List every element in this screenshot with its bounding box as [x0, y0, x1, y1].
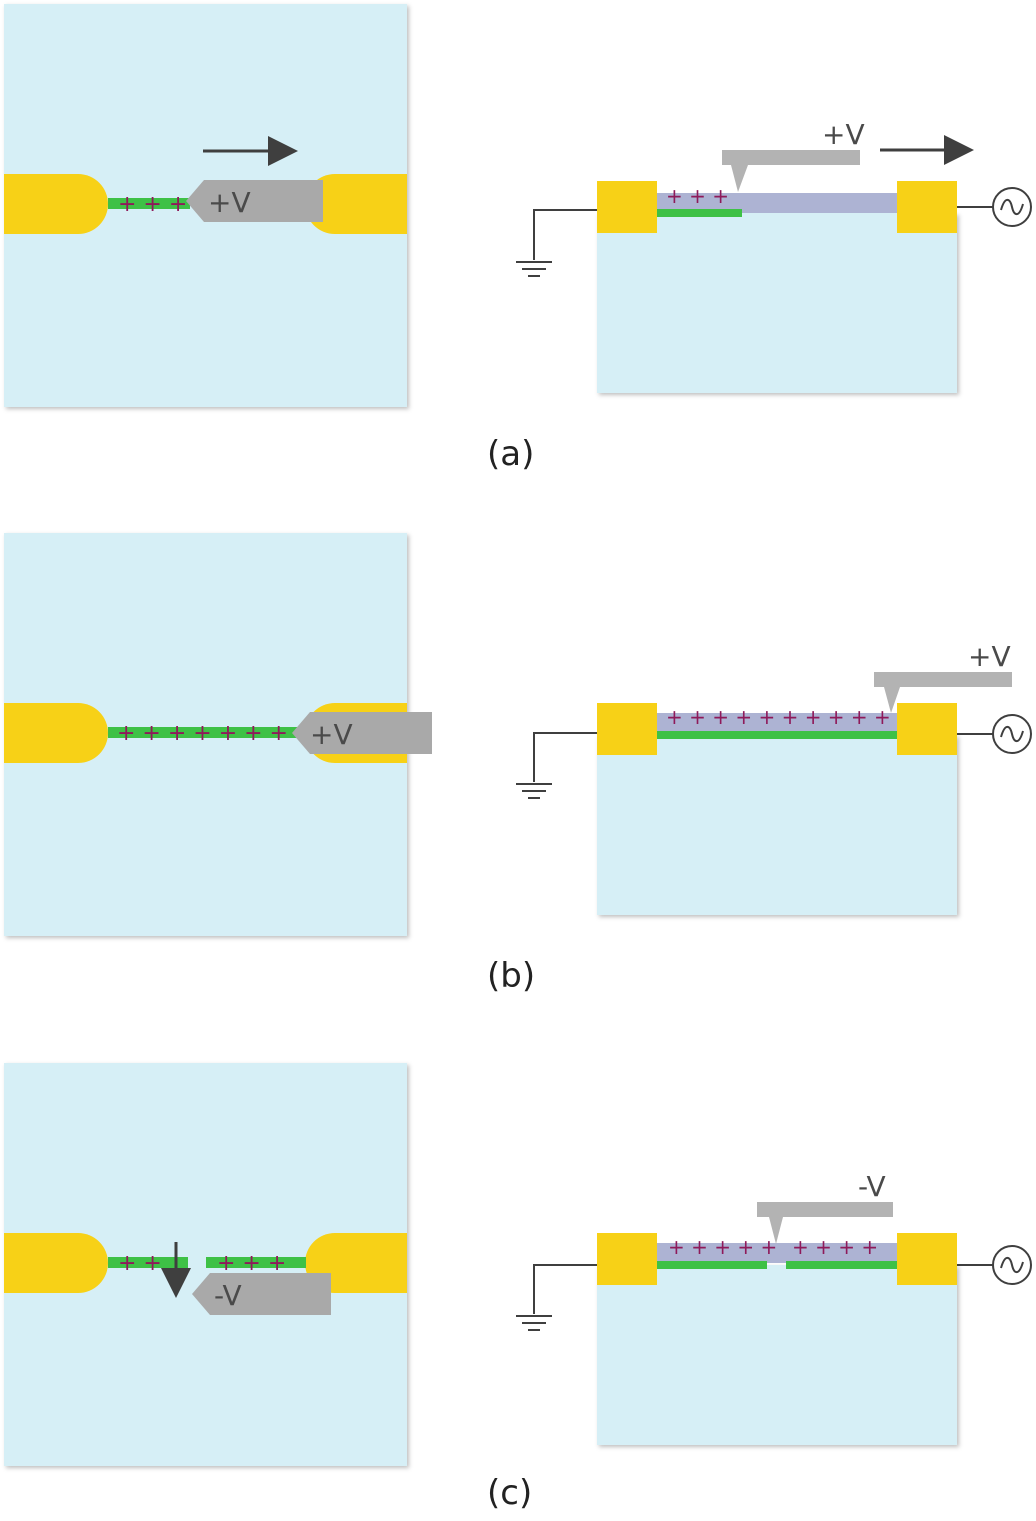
panel-caption: (c) [487, 1473, 532, 1513]
ground-icon [516, 1315, 552, 1331]
charges-label: + + + + + + + + + + [666, 705, 891, 729]
charges-label-left: + + [118, 1251, 162, 1276]
nanowire [657, 731, 897, 739]
right-electrode [305, 174, 407, 234]
ac-source-icon [992, 187, 1032, 227]
tip-voltage-label: -V [858, 1170, 886, 1203]
charges-label-right: + + + [217, 1251, 286, 1276]
panel-c-side-view: + + + + + + + + + -V [516, 1170, 1032, 1445]
oxide-layer [657, 193, 897, 213]
panel-caption: (b) [487, 956, 535, 996]
panel-b: + + + + + + + + +V + + + + + + + + + + +… [4, 533, 1032, 996]
panel-a: + + + +V + + + +V [4, 4, 1032, 474]
afm-tip [292, 712, 432, 754]
panel-a-side-view: + + + +V [516, 118, 1032, 393]
nanowire-left-segment [108, 1257, 188, 1268]
oxide-layer [657, 1243, 897, 1263]
charges-label-right: + + + + [792, 1235, 878, 1259]
nanowire-left-segment [657, 1261, 767, 1269]
left-electrode [4, 1233, 108, 1293]
tip-voltage-label: +V [310, 718, 353, 751]
ac-source-icon [992, 714, 1032, 754]
left-contact [597, 181, 657, 233]
tip-voltage-label: +V [968, 640, 1011, 673]
ground-icon [516, 261, 552, 277]
afm-cantilever [874, 672, 1012, 713]
left-contact [597, 1233, 657, 1285]
afm-tip [186, 180, 323, 222]
substrate [597, 1265, 957, 1445]
substrate [597, 213, 957, 393]
right-contact [897, 703, 957, 755]
nanowire [108, 198, 190, 209]
left-electrode [4, 174, 108, 234]
panel-b-top-view: + + + + + + + + +V [4, 533, 432, 936]
afm-cantilever [757, 1202, 893, 1244]
right-contact [897, 1233, 957, 1285]
nanowire [657, 209, 742, 217]
nanowire [108, 727, 308, 738]
oxide-layer [657, 713, 897, 733]
charges-label: + + + + + + + + [117, 721, 313, 746]
ground-wire [533, 1264, 597, 1314]
afm-tip [192, 1273, 331, 1315]
ac-source-icon [992, 1245, 1032, 1285]
right-contact [897, 181, 957, 233]
afm-cantilever [722, 150, 860, 192]
tip-voltage-label: +V [208, 186, 251, 219]
nanowire-right-segment [786, 1261, 897, 1269]
charges-label: + + + [118, 192, 187, 217]
ground-icon [516, 783, 552, 799]
panel-c: + + + + + -V + + + + + + + + + -V [4, 1063, 1032, 1513]
tip-voltage-label: -V [214, 1279, 242, 1312]
ground-wire [533, 732, 597, 782]
ground-wire [533, 209, 597, 260]
left-contact [597, 703, 657, 755]
left-electrode [4, 703, 108, 763]
charges-label-left: + + + + + [668, 1235, 777, 1259]
panel-caption: (a) [487, 434, 534, 474]
panel-b-side-view: + + + + + + + + + + +V [516, 640, 1032, 915]
nanowire-right-segment [206, 1257, 306, 1268]
panel-a-top-view: + + + +V [4, 4, 407, 407]
substrate [597, 735, 957, 915]
charges-label: + + + [666, 184, 729, 208]
tip-voltage-label: +V [822, 118, 865, 151]
panel-c-top-view: + + + + + -V [4, 1063, 407, 1466]
